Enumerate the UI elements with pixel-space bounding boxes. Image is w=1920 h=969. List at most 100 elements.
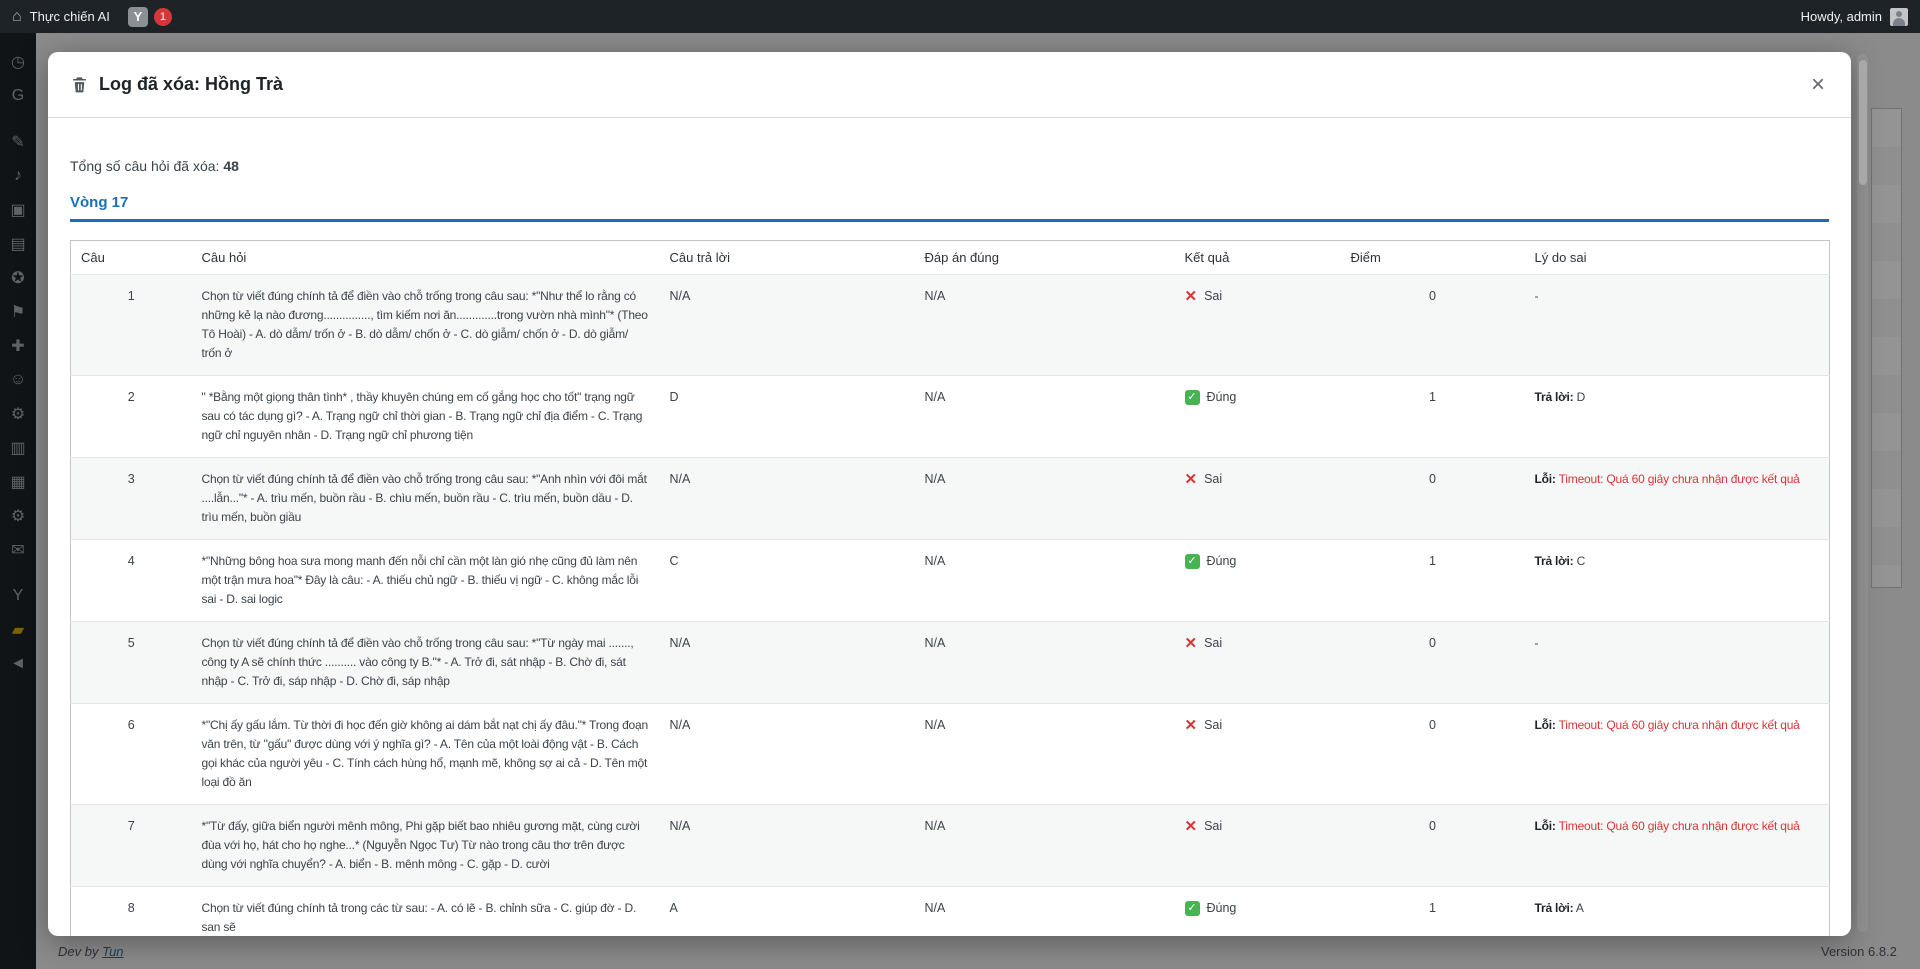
result-label: Đúng [1206, 390, 1237, 404]
modal-scrollbar[interactable] [1857, 54, 1868, 932]
settings-gear-icon[interactable]: ⚙ [10, 508, 26, 525]
user-answer: D [659, 375, 915, 458]
result-cell: ✕ Sai [1174, 274, 1341, 376]
wrong-x-icon: ✕ [1184, 471, 1198, 488]
question-number: 7 [70, 804, 192, 887]
site-kit-google-icon[interactable]: G [11, 87, 25, 104]
column-header: Đáp án đúng [914, 240, 1175, 275]
settings-panel-icon[interactable]: ▥ [10, 440, 26, 457]
reason-text: - [1534, 289, 1539, 303]
correct-answer: N/A [914, 703, 1175, 805]
result-cell: ✕ Sai [1174, 703, 1341, 805]
question-text: *"Chị ấy gấu lắm. Từ thời đi học đến giờ… [191, 703, 660, 805]
reason-prefix: Lỗi: [1534, 472, 1556, 486]
list-table-icon[interactable]: ▦ [10, 474, 26, 491]
modal-header: Log đã xóa: Hồng Trà × [48, 52, 1851, 118]
plugin-orange-icon[interactable]: ▰ [11, 622, 25, 639]
total-deleted-value: 48 [223, 158, 239, 174]
question-number: 5 [70, 621, 192, 704]
result-cell: ✕ Sai [1174, 804, 1341, 887]
footer-dev-text: Dev by [58, 944, 99, 959]
tools-icon[interactable]: ⚙ [10, 406, 26, 423]
column-header: Điểm [1340, 240, 1525, 275]
deleted-log-modal: Log đã xóa: Hồng Trà × Tổng số câu hỏi đ… [48, 52, 1851, 936]
footer-dev-link[interactable]: Tun [102, 944, 124, 959]
round-tabs: Vòng 17 [70, 194, 1829, 222]
points-value: 1 [1340, 375, 1525, 458]
user-answer: A [659, 886, 915, 936]
quiz-notes-icon[interactable]: ▤ [10, 236, 26, 253]
dashboard-icon[interactable]: ◷ [11, 54, 25, 71]
admin-top-bar: ⌂ Thực chiến AI Y 1 Howdy, admin [0, 0, 1920, 33]
reason-text: D [1573, 390, 1586, 404]
table-row: 6 *"Chị ấy gấu lắm. Từ thời đi học đến g… [70, 703, 1830, 805]
reason-text: Timeout: Quá 60 giây chưa nhận được kết … [1555, 819, 1800, 833]
user-avatar[interactable] [1890, 7, 1908, 26]
fail-reason: Lỗi: Timeout: Quá 60 giây chưa nhận được… [1524, 457, 1830, 540]
award-icon[interactable]: ✪ [11, 270, 25, 287]
footer-dev-credit: Dev by Tun [58, 944, 124, 959]
howdy-account-link[interactable]: Howdy, admin [1800, 9, 1882, 24]
user-answer: N/A [659, 457, 915, 540]
media-icon[interactable]: ♪ [14, 167, 22, 184]
result-label: Sai [1204, 718, 1223, 732]
user-answer: C [659, 539, 915, 622]
home-icon[interactable]: ⌂ [12, 7, 22, 25]
notification-badge[interactable]: 1 [153, 7, 172, 26]
table-row: 1 Chọn từ viết đúng chính tả để điền vào… [70, 274, 1830, 376]
question-text: " *Bằng một giọng thân tình* , thầy khuy… [191, 375, 660, 458]
question-text: Chọn từ viết đúng chính tả để điền vào c… [191, 274, 660, 376]
close-icon[interactable]: × [1810, 70, 1825, 98]
yoast-seo-icon[interactable]: Y [12, 587, 24, 604]
yoast-bar-icon[interactable]: Y [127, 6, 148, 27]
reason-text: - [1534, 636, 1539, 650]
correct-answer: N/A [914, 274, 1175, 376]
wrong-x-icon: ✕ [1184, 818, 1198, 835]
users-icon[interactable]: ☺ [9, 371, 27, 388]
column-header: Câu trả lời [659, 240, 915, 275]
result-label: Đúng [1206, 901, 1237, 915]
question-number: 2 [70, 375, 192, 458]
scrollbar-thumb[interactable] [1858, 60, 1867, 185]
points-value: 1 [1340, 539, 1525, 622]
user-answer: N/A [659, 621, 915, 704]
points-value: 1 [1340, 886, 1525, 936]
reason-prefix: Trả lời: [1534, 554, 1574, 568]
correct-answer: N/A [914, 804, 1175, 887]
fail-reason: Trả lời: C [1524, 539, 1830, 622]
user-answer: N/A [659, 274, 915, 376]
trash-icon [70, 75, 89, 94]
modal-title: Log đã xóa: Hồng Trà [70, 74, 283, 95]
reason-prefix: Trả lời: [1534, 901, 1574, 915]
table-row: 3 Chọn từ viết đúng chính tả để điền vào… [70, 457, 1830, 540]
question-number: 3 [70, 457, 192, 540]
points-value: 0 [1340, 621, 1525, 704]
user-answer: N/A [659, 804, 915, 887]
fail-reason: Trả lời: A [1524, 886, 1830, 936]
background-table-edge [1871, 108, 1902, 588]
result-cell: ✓ Đúng [1174, 375, 1341, 458]
question-text: Chọn từ viết đúng chính tả để điền vào c… [191, 457, 660, 540]
reason-text: C [1573, 554, 1586, 568]
correct-check-icon: ✓ [1184, 554, 1200, 569]
plugins-icon[interactable]: ✚ [11, 338, 25, 355]
tab-round-17[interactable]: Vòng 17 [70, 194, 129, 211]
result-label: Sai [1204, 636, 1223, 650]
collapse-menu-icon[interactable]: ◄ [10, 655, 26, 672]
fail-reason: Lỗi: Timeout: Quá 60 giây chưa nhận được… [1524, 703, 1830, 805]
correct-answer: N/A [914, 539, 1175, 622]
total-deleted-label: Tổng số câu hỏi đã xóa: [70, 158, 220, 174]
fail-reason: - [1524, 274, 1830, 376]
column-header: Lý do sai [1524, 240, 1830, 275]
correct-answer: N/A [914, 375, 1175, 458]
correct-answer: N/A [914, 886, 1175, 936]
site-name-link[interactable]: Thực chiến AI [29, 9, 110, 24]
admin-sidebar: ◷ G ✎ ♪ ▣ ▤ ✪ ⚑ ✚ ☺ ⚙ ▥ ▦ ⚙ ✉ Y ▰ ◄ [0, 33, 36, 969]
points-value: 0 [1340, 274, 1525, 376]
table-row: 7 *"Từ đấy, giữa biển người mênh mông, P… [70, 804, 1830, 887]
mail-icon[interactable]: ✉ [11, 542, 25, 559]
posts-icon[interactable]: ✎ [11, 134, 25, 151]
column-header: Câu hỏi [191, 240, 660, 275]
appearance-icon[interactable]: ⚑ [10, 304, 26, 321]
pages-icon[interactable]: ▣ [10, 202, 26, 219]
